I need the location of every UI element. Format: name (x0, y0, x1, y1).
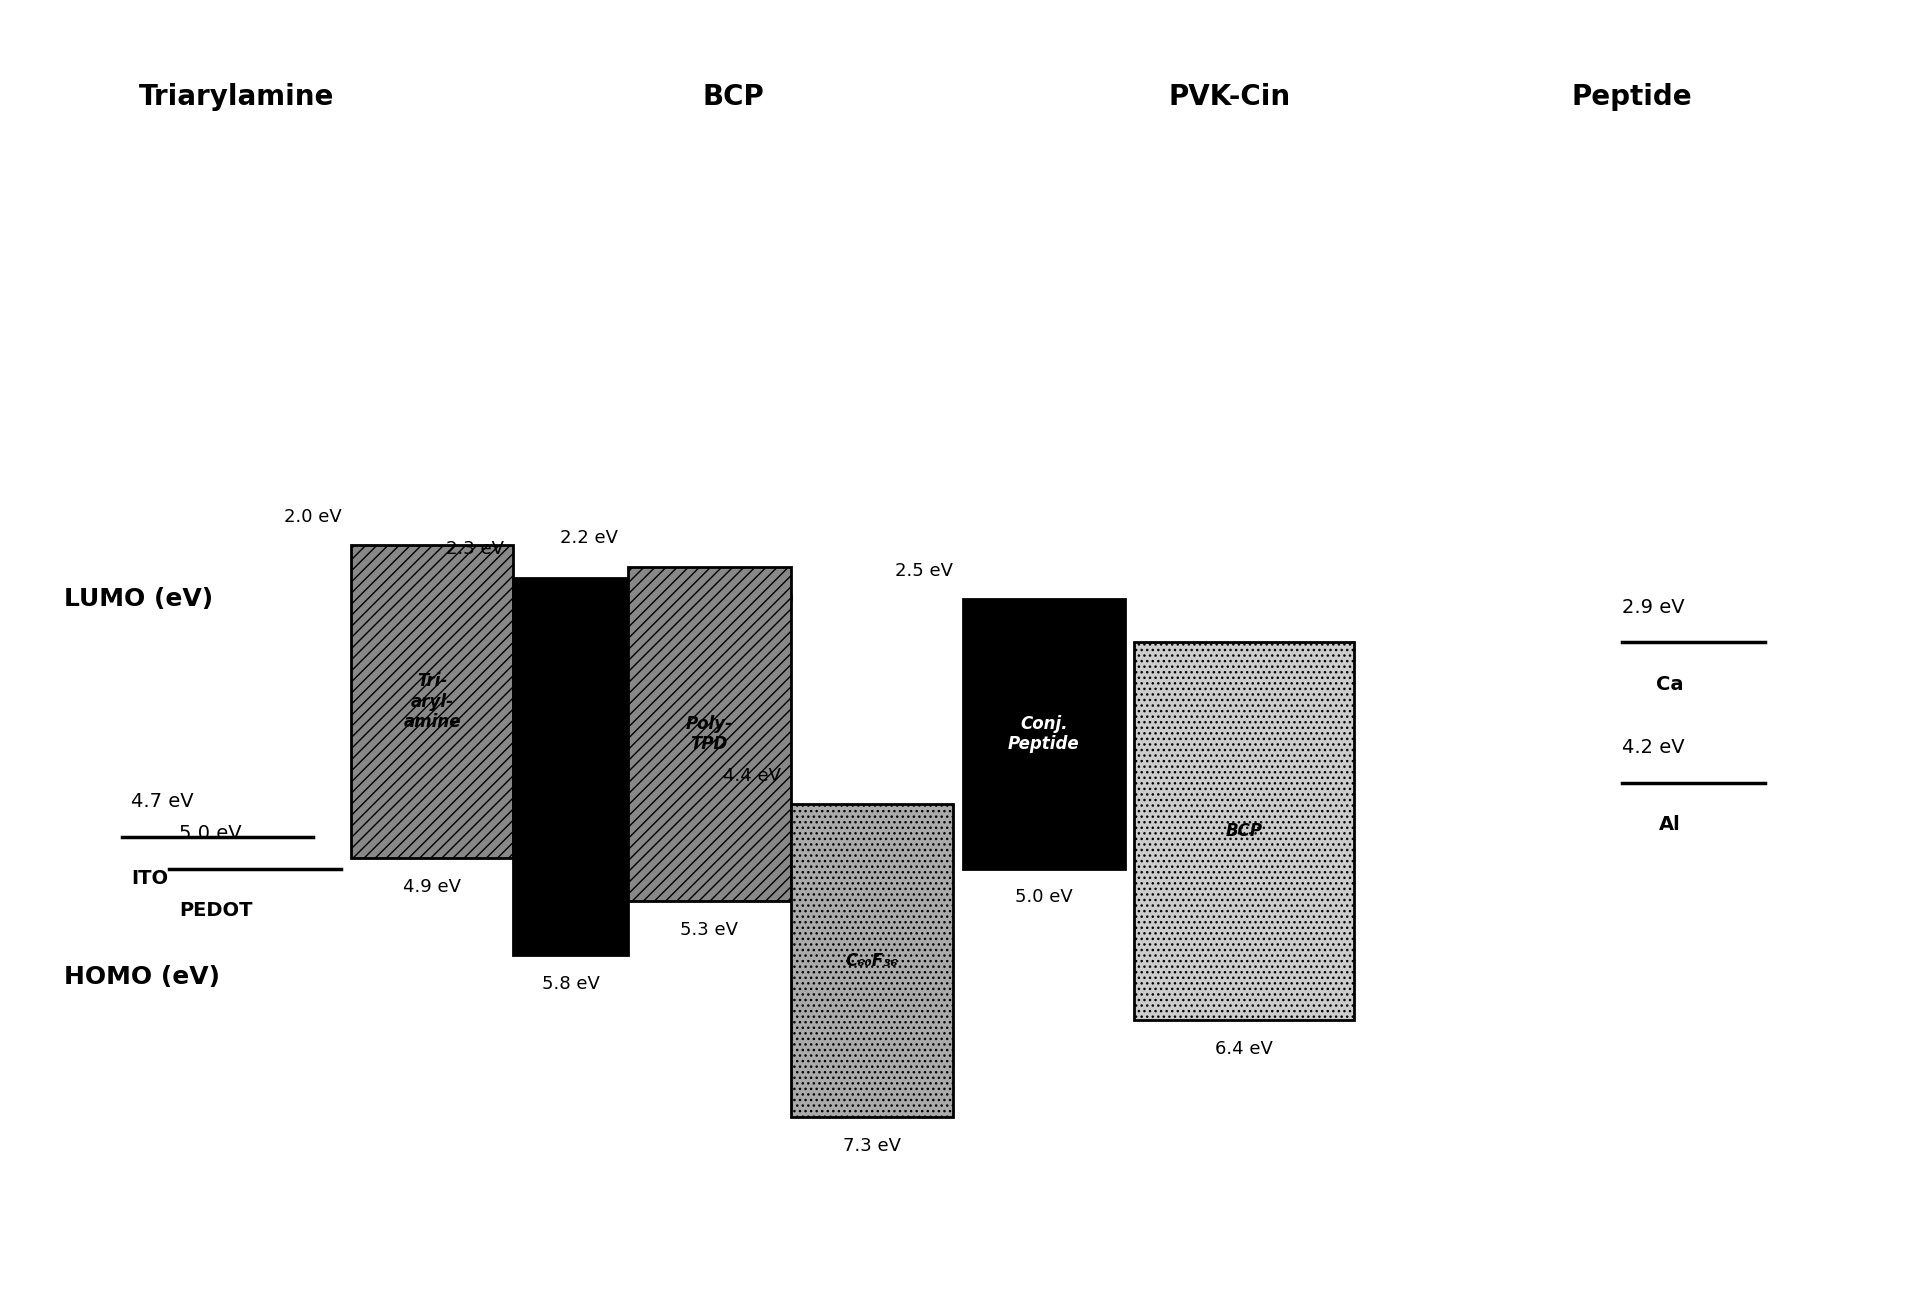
Text: Triarylamine: Triarylamine (139, 83, 333, 111)
FancyBboxPatch shape (1134, 642, 1355, 1020)
FancyBboxPatch shape (962, 599, 1124, 869)
Text: Peptide: Peptide (1571, 83, 1692, 111)
Text: Poly-TPD: Poly-TPD (672, 588, 795, 612)
Text: 5.0 eV: 5.0 eV (1014, 889, 1072, 907)
Text: 2.0 eV: 2.0 eV (283, 508, 341, 526)
Text: 5.0 eV: 5.0 eV (179, 825, 241, 843)
Text: 5.8 eV: 5.8 eV (541, 975, 601, 993)
Text: 2.2 eV: 2.2 eV (560, 529, 618, 547)
Text: 6.4 eV: 6.4 eV (1215, 1040, 1272, 1058)
Text: Poly-
TPD: Poly- TPD (685, 714, 733, 753)
FancyBboxPatch shape (791, 804, 953, 1118)
Text: BCP: BCP (703, 83, 764, 111)
Text: 5.3 eV: 5.3 eV (680, 921, 739, 938)
Text: 2.9 eV: 2.9 eV (1066, 605, 1124, 623)
Text: 7.3 eV: 7.3 eV (843, 1136, 901, 1154)
Text: LUMO (eV): LUMO (eV) (64, 588, 214, 611)
Text: Al: Al (1659, 814, 1681, 834)
Text: BCP: BCP (1226, 822, 1263, 840)
Text: 4.9 eV: 4.9 eV (402, 878, 462, 895)
Text: 4.2 eV: 4.2 eV (1623, 737, 1684, 757)
Text: 2.9 eV: 2.9 eV (1623, 598, 1684, 616)
Text: 2.3 eV: 2.3 eV (447, 541, 504, 558)
FancyBboxPatch shape (628, 567, 791, 902)
Text: ITO: ITO (131, 869, 167, 887)
Text: Conj.
Peptide: Conj. Peptide (1009, 714, 1080, 753)
Text: Ca: Ca (1656, 675, 1682, 693)
Text: Tri-
aryl-
amine: Tri- aryl- amine (404, 672, 460, 731)
Text: PVK-Cin: PVK-Cin (1168, 83, 1292, 111)
Text: 4.4 eV: 4.4 eV (724, 767, 782, 784)
Text: C₆₀F₃₆: C₆₀F₃₆ (845, 951, 899, 969)
FancyBboxPatch shape (350, 545, 514, 859)
Text: 4.7 eV: 4.7 eV (131, 792, 194, 810)
Text: 2.5 eV: 2.5 eV (895, 562, 953, 580)
Text: HOMO (eV): HOMO (eV) (64, 966, 219, 989)
Text: PEDOT: PEDOT (179, 902, 252, 920)
FancyBboxPatch shape (514, 577, 628, 955)
